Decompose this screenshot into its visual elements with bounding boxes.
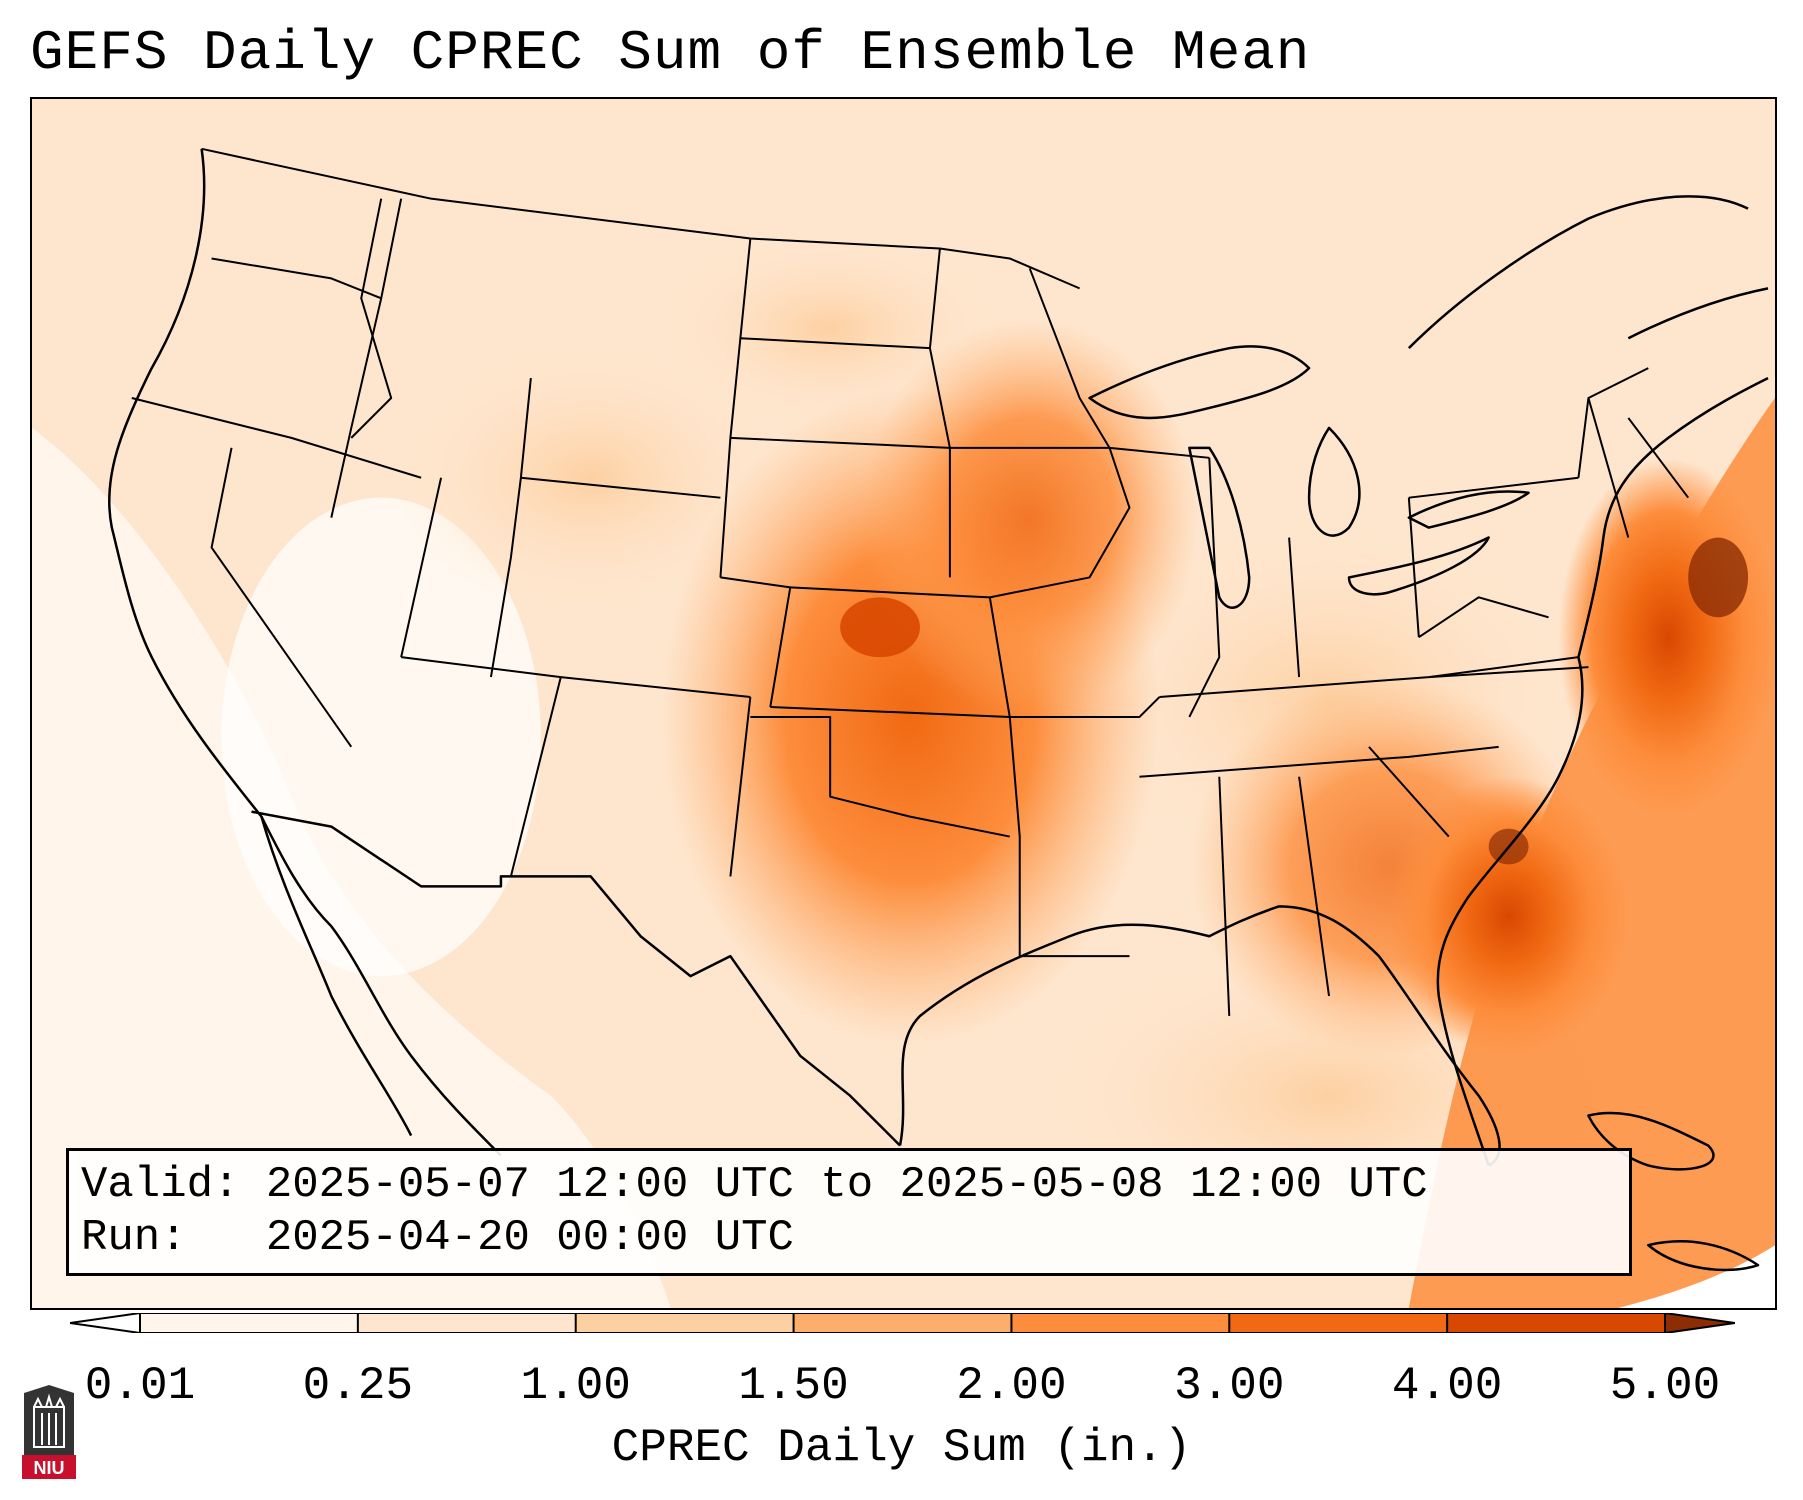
colorbar-segment (1011, 1313, 1230, 1333)
colorbar (70, 1313, 1735, 1333)
colorbar-over-arrow (1665, 1313, 1735, 1333)
logo-text: NIU (34, 1458, 65, 1478)
colorbar-tick-label: 5.00 (1609, 1360, 1721, 1412)
colorbar-segment (357, 1313, 577, 1333)
colorbar-under-arrow (70, 1313, 140, 1333)
run-row: Run: 2025-04-20 00:00 UTC (81, 1212, 1617, 1265)
precip-max-north (1688, 537, 1749, 618)
valid-row: Valid: 2025-05-07 12:00 UTC to 2025-05-0… (81, 1159, 1617, 1212)
coastlines (108, 148, 1769, 1272)
precip-dry-core (221, 497, 541, 977)
colorbar-tick-label: 1.50 (738, 1360, 849, 1412)
page-title: GEFS Daily CPREC Sum of Ensemble Mean (30, 21, 1311, 85)
precipitation-map (30, 97, 1777, 1310)
colorbar-tick-label: 3.00 (1174, 1360, 1285, 1412)
precip-atlantic-core-south (1388, 776, 1629, 1056)
projection-edge (1618, 1245, 1775, 1308)
colorbar-segment (793, 1313, 1012, 1333)
precip-rockies-light (391, 338, 791, 618)
precip-atlantic-core-north (1558, 457, 1775, 817)
info-box: Valid: 2025-05-07 12:00 UTC to 2025-05-0… (66, 1148, 1632, 1276)
run-label: Run: (81, 1213, 187, 1263)
precip-midwest-heavy (860, 318, 1200, 717)
colorbar-segment (1229, 1313, 1448, 1333)
colorbar-label: CPREC Daily Sum (in.) (611, 1422, 1192, 1474)
valid-value: 2025-05-07 12:00 UTC to 2025-05-08 12:00… (265, 1160, 1428, 1210)
colorbar-tick-label: 0.01 (84, 1360, 196, 1412)
valid-label: Valid: (81, 1160, 240, 1210)
state-borders (131, 147, 1689, 1017)
colorbar-segment (140, 1313, 359, 1333)
run-value: 2025-04-20 00:00 UTC (265, 1213, 794, 1263)
precip-dry-west (32, 427, 671, 1308)
colorbar-segment (1447, 1313, 1666, 1333)
colorbar-tick-label: 0.25 (302, 1360, 414, 1412)
precip-kansas-max (840, 597, 920, 658)
niu-logo: NIU (22, 1385, 76, 1479)
colorbar-tick-label: 1.00 (520, 1360, 631, 1412)
colorbar-tick-label: 4.00 (1391, 1360, 1503, 1412)
map-canvas (32, 99, 1775, 1308)
colorbar-tick-label: 2.00 (956, 1360, 1067, 1412)
colorbar-segment (575, 1313, 795, 1333)
